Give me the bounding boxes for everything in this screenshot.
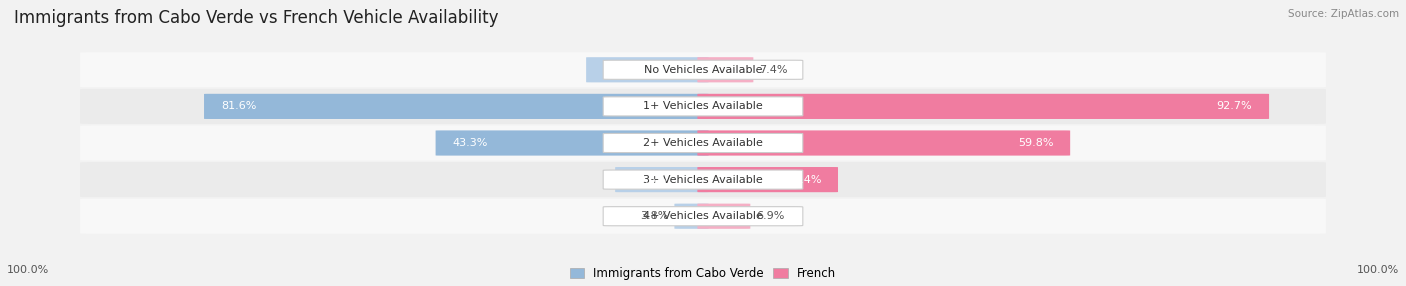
- Text: 21.4%: 21.4%: [786, 175, 821, 184]
- FancyBboxPatch shape: [603, 97, 803, 116]
- Text: 6.9%: 6.9%: [756, 211, 785, 221]
- FancyBboxPatch shape: [80, 89, 1326, 124]
- Text: No Vehicles Available: No Vehicles Available: [644, 65, 762, 75]
- FancyBboxPatch shape: [697, 167, 838, 192]
- FancyBboxPatch shape: [603, 60, 803, 79]
- FancyBboxPatch shape: [436, 130, 709, 156]
- Text: 59.8%: 59.8%: [1018, 138, 1053, 148]
- FancyBboxPatch shape: [80, 126, 1326, 160]
- Text: 3.8%: 3.8%: [640, 211, 669, 221]
- FancyBboxPatch shape: [80, 162, 1326, 197]
- Text: Source: ZipAtlas.com: Source: ZipAtlas.com: [1288, 9, 1399, 19]
- FancyBboxPatch shape: [616, 167, 709, 192]
- Text: 7.4%: 7.4%: [759, 65, 787, 75]
- Text: Immigrants from Cabo Verde vs French Vehicle Availability: Immigrants from Cabo Verde vs French Veh…: [14, 9, 499, 27]
- FancyBboxPatch shape: [603, 207, 803, 226]
- FancyBboxPatch shape: [603, 134, 803, 152]
- FancyBboxPatch shape: [586, 57, 709, 82]
- Text: 13.6%: 13.6%: [633, 175, 668, 184]
- FancyBboxPatch shape: [675, 204, 709, 229]
- Text: 43.3%: 43.3%: [453, 138, 488, 148]
- Text: 1+ Vehicles Available: 1+ Vehicles Available: [643, 102, 763, 111]
- Text: 100.0%: 100.0%: [1357, 265, 1399, 275]
- FancyBboxPatch shape: [697, 130, 1070, 156]
- FancyBboxPatch shape: [697, 204, 751, 229]
- Text: 4+ Vehicles Available: 4+ Vehicles Available: [643, 211, 763, 221]
- Text: 18.4%: 18.4%: [603, 65, 638, 75]
- FancyBboxPatch shape: [603, 170, 803, 189]
- Text: 92.7%: 92.7%: [1216, 102, 1253, 111]
- Text: 100.0%: 100.0%: [7, 265, 49, 275]
- FancyBboxPatch shape: [80, 199, 1326, 234]
- FancyBboxPatch shape: [697, 94, 1270, 119]
- Text: 81.6%: 81.6%: [221, 102, 256, 111]
- FancyBboxPatch shape: [80, 52, 1326, 87]
- FancyBboxPatch shape: [697, 57, 754, 82]
- Text: 2+ Vehicles Available: 2+ Vehicles Available: [643, 138, 763, 148]
- FancyBboxPatch shape: [204, 94, 709, 119]
- Text: 3+ Vehicles Available: 3+ Vehicles Available: [643, 175, 763, 184]
- Legend: Immigrants from Cabo Verde, French: Immigrants from Cabo Verde, French: [569, 267, 837, 280]
